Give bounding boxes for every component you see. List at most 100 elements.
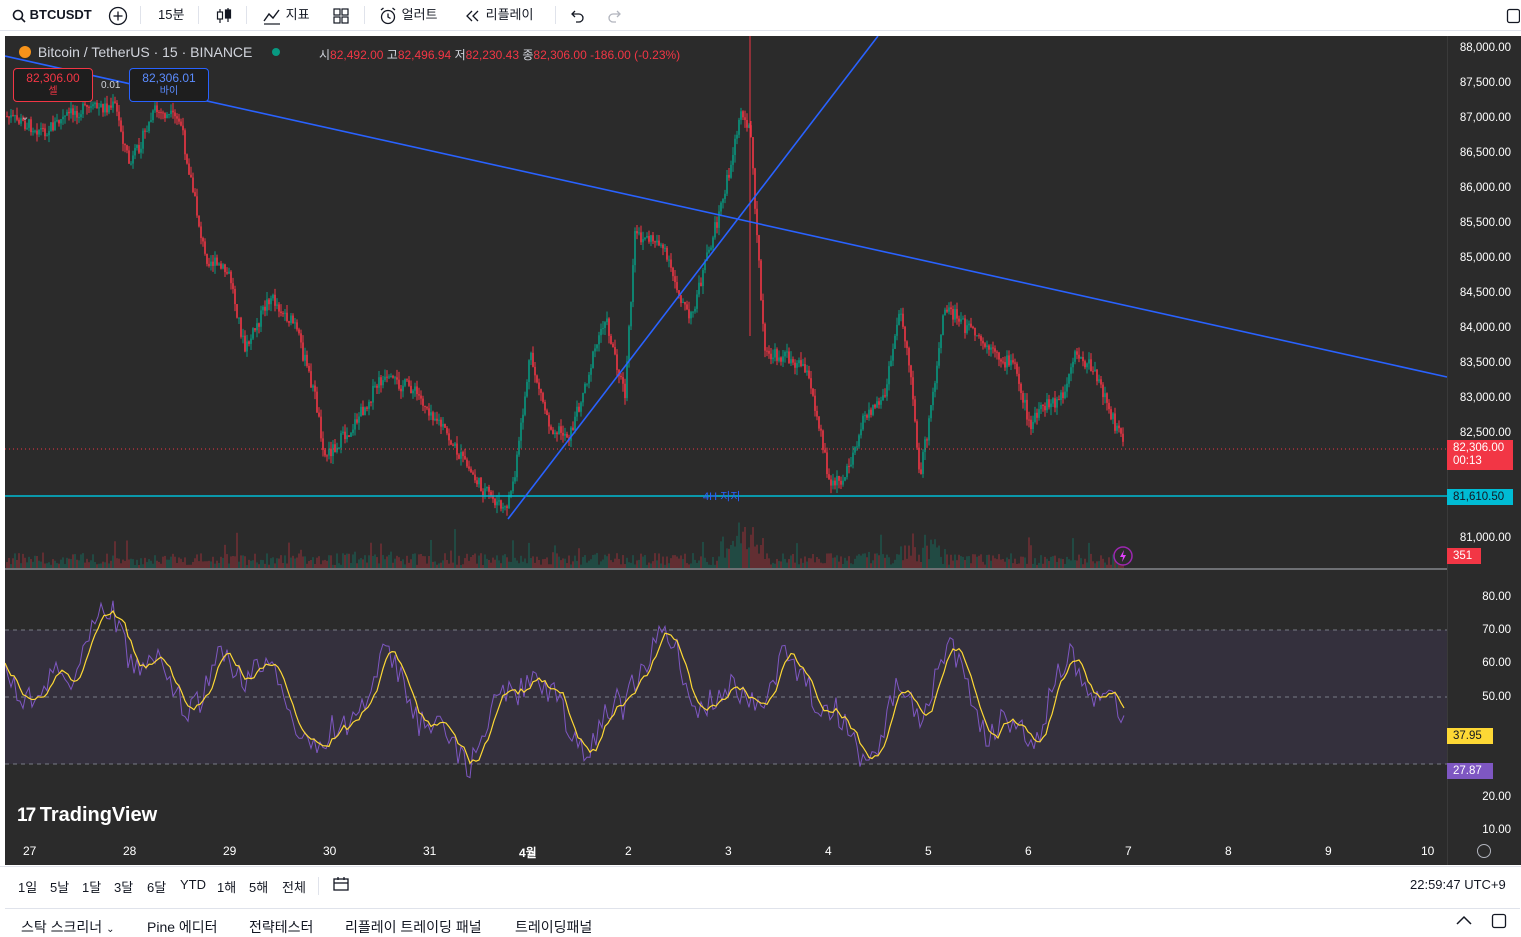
bar-countdown: 00:13 xyxy=(1453,455,1482,467)
undo-button[interactable] xyxy=(568,4,586,26)
range-5y[interactable]: 5해 xyxy=(249,880,269,895)
candle-body xyxy=(698,282,700,295)
volume-bar xyxy=(1032,563,1034,568)
candle-body xyxy=(948,307,950,312)
chart-type-button[interactable] xyxy=(214,4,234,26)
volume-bar xyxy=(116,558,118,568)
volume-bar xyxy=(154,555,156,568)
volume-bar xyxy=(456,564,458,568)
candle-body xyxy=(10,115,12,118)
range-all[interactable]: 전체 xyxy=(282,880,306,895)
volume-bar xyxy=(792,553,794,568)
candle-body xyxy=(424,405,426,408)
volume-bar xyxy=(284,555,286,568)
volume-bar xyxy=(78,560,80,568)
candle-body xyxy=(1024,399,1026,403)
volume-bar xyxy=(50,564,52,568)
symbol-legend[interactable]: Bitcoin / TetherUS · 15 · BINANCE xyxy=(19,44,281,60)
candle-body xyxy=(494,498,496,506)
tab-pine-editor[interactable]: Pine 에디터 xyxy=(147,919,218,935)
candle-body xyxy=(336,447,338,452)
compare-button[interactable] xyxy=(108,4,128,26)
volume-bar xyxy=(1026,563,1028,568)
volume-bar xyxy=(58,563,60,568)
indicators-button[interactable]: 지표 xyxy=(262,4,310,26)
range-5d[interactable]: 5날 xyxy=(50,880,70,895)
range-6m[interactable]: 6달 xyxy=(147,880,167,895)
candle-body xyxy=(852,452,854,465)
candle-body xyxy=(542,392,544,402)
candle-body xyxy=(236,304,238,318)
volume-bar xyxy=(1110,564,1112,568)
volume-bar xyxy=(42,552,44,568)
redo-button[interactable] xyxy=(606,4,624,26)
candle-body xyxy=(588,374,590,384)
tab-stock-screener[interactable]: 스탁 스크리너 ⌄ xyxy=(21,917,114,937)
range-1d[interactable]: 1일 xyxy=(18,880,38,895)
candle-body xyxy=(398,379,400,389)
alert-label: 얼러트 xyxy=(401,7,438,22)
volume-bar xyxy=(914,547,916,568)
volume-bar xyxy=(34,555,36,568)
interval-button[interactable]: 15분 xyxy=(158,7,185,22)
volume-bar xyxy=(286,563,288,568)
alert-button[interactable]: 얼러트 xyxy=(378,4,438,26)
rsi-tick: 80.00 xyxy=(1482,591,1511,603)
volume-bar xyxy=(758,553,760,568)
volume-bar xyxy=(272,557,274,568)
date-range-button[interactable] xyxy=(332,875,350,896)
time-axis[interactable]: 27 28 29 30 31 4월 2 3 4 5 6 7 8 9 10 xyxy=(5,842,1447,865)
chart-settings-gear-icon[interactable] xyxy=(1477,844,1491,858)
candle-body xyxy=(422,398,424,406)
candle-body xyxy=(402,385,404,392)
candle-body xyxy=(492,495,494,499)
range-1m[interactable]: 1달 xyxy=(82,880,102,895)
ohlc-values: 시82,492.00 고82,496.94 저82,230.43 종82,306… xyxy=(319,46,680,63)
range-ytd[interactable]: YTD xyxy=(180,877,206,892)
chevron-up-icon[interactable] xyxy=(1455,913,1473,929)
sell-button[interactable]: 82,306.00 셀 xyxy=(13,68,93,102)
tab-strategy-tester[interactable]: 전략테스터 xyxy=(249,919,314,935)
volume-bar xyxy=(976,556,978,568)
volume-bar xyxy=(668,563,670,568)
candle-body xyxy=(820,428,822,431)
volume-bar xyxy=(720,541,722,568)
tab-trading-panel[interactable]: 트레이딩패널 xyxy=(515,919,593,935)
candle-body xyxy=(204,241,206,254)
chart-area[interactable]: 4H 지지 Bitcoin / TetherUS · 15 · BINANCE … xyxy=(5,36,1521,865)
timezone-clock[interactable]: 22:59:47 UTC+9 xyxy=(1410,877,1506,892)
candle-body xyxy=(684,301,686,305)
symbol-search-button[interactable]: BTCUSDT xyxy=(12,4,92,26)
candle-body xyxy=(68,111,70,114)
candle-body xyxy=(600,328,602,336)
buy-button[interactable]: 82,306.01 바이 xyxy=(129,68,209,102)
volume-bar xyxy=(1004,561,1006,568)
candle-body xyxy=(970,323,972,327)
tab-replay-trading-panel[interactable]: 리플레이 트레이딩 패널 xyxy=(345,919,482,935)
candle-body xyxy=(82,103,84,115)
layouts-button[interactable] xyxy=(332,4,350,26)
chart-canvas[interactable]: 4H 지지 xyxy=(5,36,1520,865)
volume-bar xyxy=(1102,558,1104,568)
volume-bar xyxy=(302,556,304,568)
candle-body xyxy=(634,231,636,266)
collapse-chevron-icon[interactable]: ⌄ xyxy=(20,111,30,123)
maximize-icon[interactable] xyxy=(1491,913,1507,932)
replay-button[interactable]: 리플레이 xyxy=(464,4,533,26)
volume-bar xyxy=(1048,561,1050,568)
volume-bar xyxy=(1100,555,1102,568)
volume-bar xyxy=(552,552,554,568)
range-1y[interactable]: 1해 xyxy=(217,880,237,895)
range-3m[interactable]: 3달 xyxy=(114,880,134,895)
ascending-trendline[interactable] xyxy=(507,36,879,520)
candle-body xyxy=(870,409,872,415)
fullscreen-button[interactable] xyxy=(1506,4,1520,26)
candle-body xyxy=(450,440,452,445)
volume-bar xyxy=(160,563,162,568)
volume-bar xyxy=(448,563,450,568)
close-label: 종 xyxy=(522,48,534,62)
candle-body xyxy=(26,127,28,129)
candle-body xyxy=(722,199,724,203)
candle-body xyxy=(762,300,764,324)
descending-trendline[interactable] xyxy=(5,55,1448,378)
